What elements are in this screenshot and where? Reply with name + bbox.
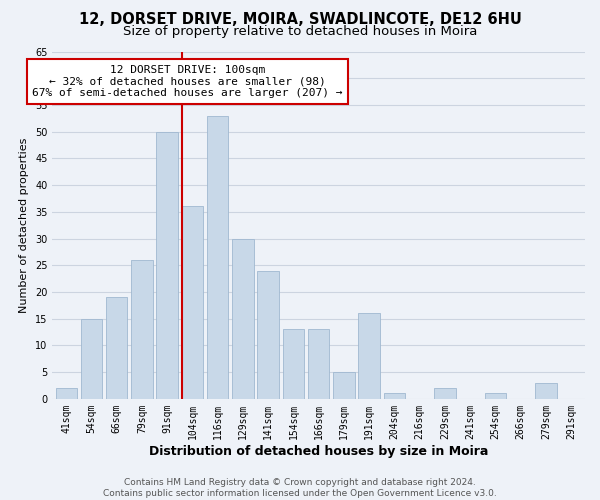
Bar [207, 116, 229, 399]
Bar [81, 318, 102, 399]
Bar [308, 330, 329, 399]
Bar [283, 330, 304, 399]
Bar [358, 314, 380, 399]
Bar [157, 132, 178, 399]
Bar [257, 270, 279, 399]
Bar [232, 238, 254, 399]
Bar [333, 372, 355, 399]
Text: Contains HM Land Registry data © Crown copyright and database right 2024.
Contai: Contains HM Land Registry data © Crown c… [103, 478, 497, 498]
Text: 12 DORSET DRIVE: 100sqm
← 32% of detached houses are smaller (98)
67% of semi-de: 12 DORSET DRIVE: 100sqm ← 32% of detache… [32, 65, 343, 98]
Text: Size of property relative to detached houses in Moira: Size of property relative to detached ho… [123, 25, 477, 38]
Bar [131, 260, 152, 399]
Text: 12, DORSET DRIVE, MOIRA, SWADLINCOTE, DE12 6HU: 12, DORSET DRIVE, MOIRA, SWADLINCOTE, DE… [79, 12, 521, 28]
Y-axis label: Number of detached properties: Number of detached properties [19, 138, 29, 313]
Bar [535, 383, 557, 399]
Bar [106, 298, 127, 399]
Bar [56, 388, 77, 399]
Bar [485, 394, 506, 399]
X-axis label: Distribution of detached houses by size in Moira: Distribution of detached houses by size … [149, 444, 488, 458]
Bar [383, 394, 405, 399]
Bar [182, 206, 203, 399]
Bar [434, 388, 455, 399]
